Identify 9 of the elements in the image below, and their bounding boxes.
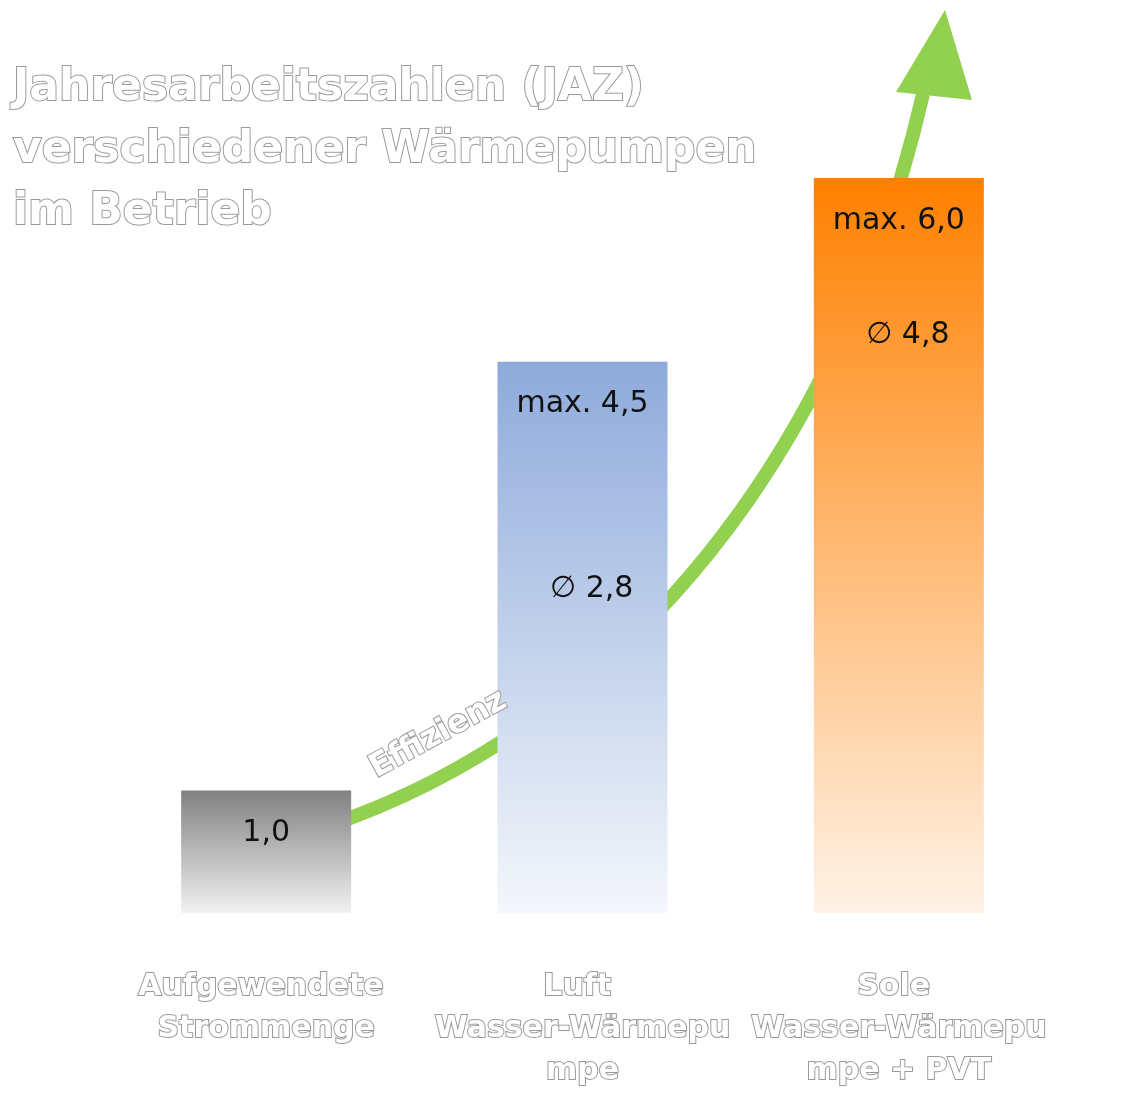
chart-title: Jahresarbeitszahlen (JAZ) verschiedener Wärmepumpen im Betrieb bbox=[10, 58, 772, 234]
data-label: max. 6,0 bbox=[832, 200, 965, 236]
data-label: max. 4,5 bbox=[516, 384, 649, 420]
x-tick-label: Aufgewendete Strommenge bbox=[138, 966, 395, 1044]
annotation: ∅ 4,8 bbox=[866, 314, 950, 350]
annotation: ∅ 2,8 bbox=[550, 568, 634, 604]
data-label: 1,0 bbox=[242, 813, 291, 848]
x-tick-label: Luft Wasser-Wärmepumpe bbox=[434, 966, 731, 1086]
x-tick-label: Sole Wasser-Wärmepumpe + PVT bbox=[750, 966, 1047, 1086]
